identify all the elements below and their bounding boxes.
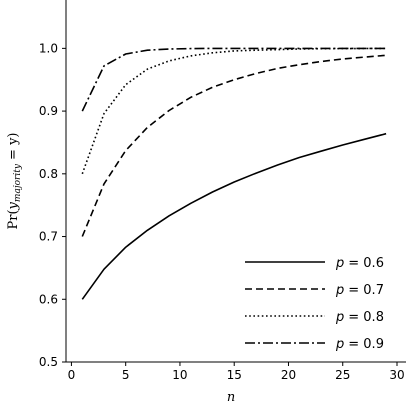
x-tick-label: 10: [172, 368, 187, 382]
axes: [65, 0, 406, 363]
legend-label-value: = 0.9: [348, 337, 384, 352]
legend-label-value: = 0.6: [348, 256, 384, 271]
series-line: [81, 54, 387, 237]
x-tick-label: 20: [281, 368, 296, 382]
y-axis-label: Pr(ymajority = y): [6, 133, 23, 230]
legend-label-value: = 0.8: [348, 310, 384, 325]
y-tick-label: 0.5: [39, 355, 58, 369]
legend-label: p = 0.9: [335, 337, 384, 352]
y-tick-label: 1.0: [39, 41, 58, 55]
y-tick-label: 0.7: [39, 230, 58, 244]
series-line: [81, 47, 387, 112]
legend-label-var: p: [335, 283, 344, 298]
y-axis-label-sub: majority: [13, 163, 23, 202]
series-line: [81, 47, 387, 175]
x-tick-label: 5: [122, 368, 130, 382]
y-ticks: 0.5 0.6 0.7 0.8 0.9 1.0: [39, 41, 66, 369]
legend-label-var: p: [335, 337, 344, 352]
y-tick-label: 0.8: [39, 167, 58, 181]
x-tick-label: 15: [227, 368, 242, 382]
x-axis-label: n: [227, 390, 235, 405]
series-line: [81, 132, 387, 300]
plot-lines: [81, 47, 387, 300]
legend-label: p = 0.6: [335, 256, 384, 271]
legend-label: p = 0.8: [335, 310, 384, 325]
x-tick-label: 30: [389, 368, 404, 382]
x-tick-label: 25: [335, 368, 350, 382]
x-ticks: 0 5 10 15 20 25 30: [68, 362, 405, 382]
y-axis-label-suffix: = y): [6, 133, 21, 165]
y-axis-label-var: y: [6, 201, 21, 210]
x-tick-label: 0: [68, 368, 76, 382]
y-tick-label: 0.9: [39, 104, 58, 118]
legend-label-var: p: [335, 310, 344, 325]
legend-label-var: p: [335, 256, 344, 271]
y-tick-label: 0.6: [39, 292, 58, 306]
legend-label: p = 0.7: [335, 283, 384, 298]
legend: p = 0.6 p = 0.7 p = 0.8 p = 0.9: [245, 256, 384, 352]
y-axis-label-prefix: Pr(: [6, 209, 21, 229]
legend-label-value: = 0.7: [348, 283, 384, 298]
